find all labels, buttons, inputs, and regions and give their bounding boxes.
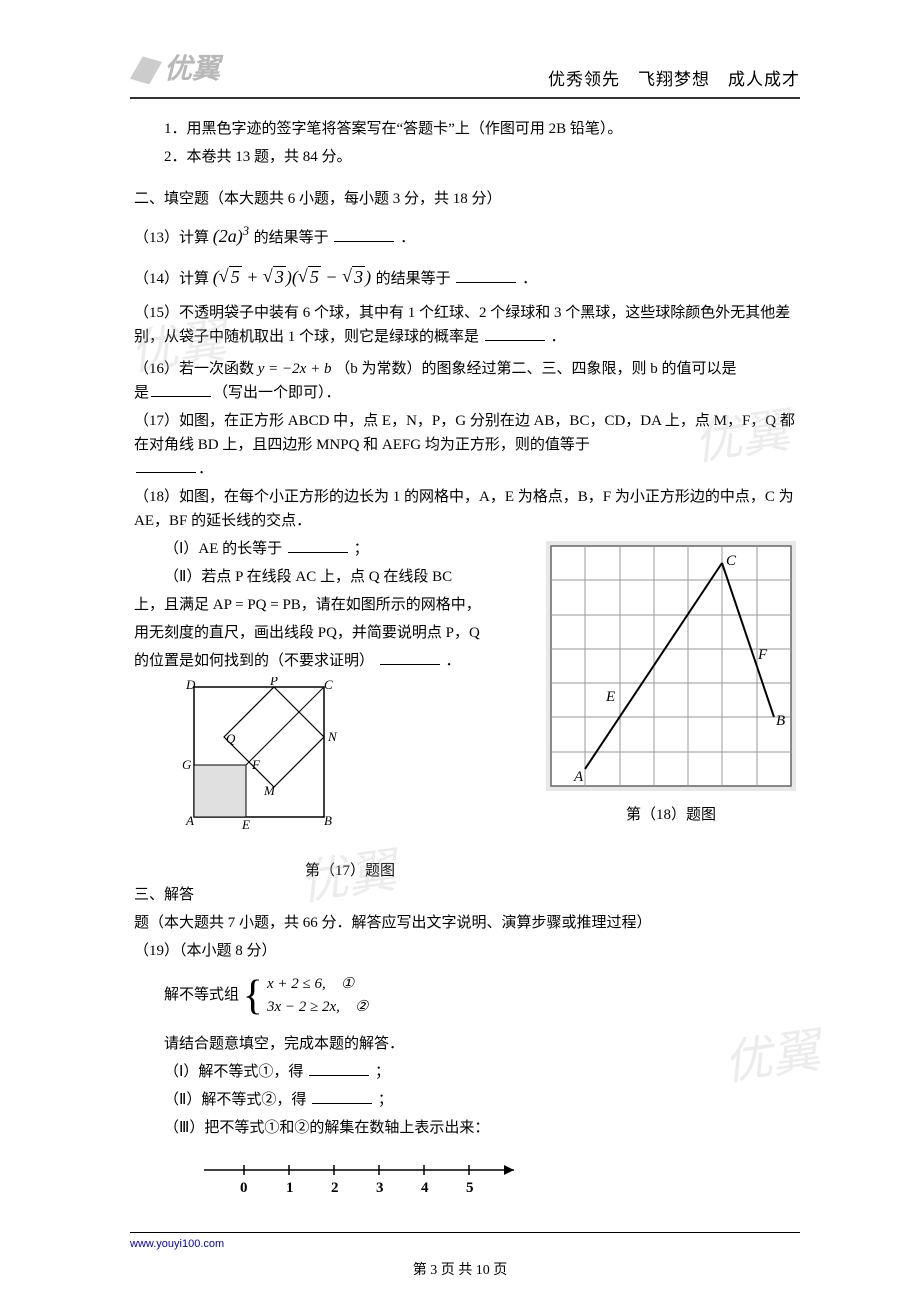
footer-url: www.youyi100.com (130, 1236, 800, 1254)
q15-blank (485, 326, 545, 341)
q19-instr: 请结合题意填空，完成本题的解答． (134, 1032, 796, 1056)
q19-ii: （Ⅱ）解不等式②，得 ； (134, 1088, 796, 1112)
q18-ii-blank (380, 650, 440, 665)
q19-head: （19）（本小题 8 分） (134, 939, 796, 963)
q13-pre: （13）计算 (134, 230, 209, 246)
logo-wing-icon (130, 56, 162, 84)
q19-i-blank (309, 1061, 369, 1076)
q18-ii-b: 上，且满足 AP = PQ = PB，请在如图所示的网格中， (134, 593, 526, 617)
q18-i: （Ⅰ）AE 的长等于 ； (134, 537, 526, 561)
figure-18-svg: A E C F B (546, 541, 796, 791)
footer: www.youyi100.com (130, 1232, 800, 1254)
svg-text:D: D (185, 677, 196, 692)
footer-divider (130, 1232, 800, 1233)
q17: （17）如图，在正方形 ABCD 中，点 E，N，P，G 分别在边 AB，BC，… (134, 409, 796, 481)
q18-ii-d: 的位置是如何找到的（不要求证明） ． (134, 649, 526, 673)
q14-blank (456, 268, 516, 283)
page-header: 优翼 优秀领先 飞翔梦想 成人成才 (130, 48, 800, 99)
instruction-1: 1．用黑色字迹的签字笔将答案写在“答题卡”上（作图可用 2B 铅笔）。 (134, 117, 796, 141)
q18-ii-a: （Ⅱ）若点 P 在线段 AC 上，点 Q 在线段 BC (134, 565, 526, 589)
q14: （14）计算 (5 + 3)(5 − 3) 的结果等于 ． (134, 263, 796, 292)
left-brace-icon: { (243, 975, 263, 1017)
svg-text:4: 4 (421, 1180, 429, 1196)
q17-blank (136, 458, 196, 473)
q18-ii-c: 用无刻度的直尺，画出线段 PQ，并简要说明点 P，Q (134, 621, 526, 645)
section-3-heading-b: 题（本大题共 7 小题，共 66 分．解答应写出文字说明、演算步骤或推理过程） (134, 911, 796, 935)
page-number: 第 3 页 共 10 页 (0, 1260, 920, 1282)
logo: 优翼 (130, 48, 220, 93)
svg-text:C: C (726, 553, 737, 569)
figure-17: A B C D E F G M N P Q 第（17）题图 (174, 677, 526, 883)
svg-text:M: M (263, 783, 276, 798)
svg-text:A: A (185, 813, 194, 828)
svg-text:N: N (327, 729, 338, 744)
svg-text:1: 1 (286, 1180, 294, 1196)
number-line: 0 1 2 3 4 5 (194, 1156, 796, 1208)
figure-18: A E C F B 第（18）题图 (546, 541, 796, 827)
q19-ii-blank (312, 1089, 372, 1104)
svg-text:0: 0 (240, 1180, 248, 1196)
q19-label: 解不等式组 (164, 987, 239, 1003)
q13-post: 的结果等于 (254, 230, 329, 246)
svg-text:G: G (182, 757, 192, 772)
header-motto: 优秀领先 飞翔梦想 成人成才 (548, 66, 800, 93)
section-2-heading: 二、填空题（本大题共 6 小题，每小题 3 分，共 18 分） (134, 187, 796, 211)
q13-blank (334, 227, 394, 242)
svg-text:E: E (241, 817, 250, 832)
svg-text:F: F (251, 757, 261, 772)
svg-text:C: C (324, 677, 333, 692)
svg-text:2: 2 (331, 1180, 339, 1196)
svg-text:Q: Q (226, 731, 236, 746)
svg-text:A: A (573, 769, 584, 785)
svg-text:B: B (324, 813, 332, 828)
q16-func: y = −2x + b (258, 361, 332, 377)
svg-text:5: 5 (466, 1180, 474, 1196)
logo-text: 优翼 (164, 48, 220, 93)
q14-pre: （14）计算 (134, 271, 209, 287)
q18-intro: （18）如图，在每个小正方形的边长为 1 的网格中，A，E 为格点，B，F 为小… (134, 485, 796, 533)
instruction-2: 2．本卷共 13 题，共 84 分。 (134, 145, 796, 169)
q16: （16）若一次函数 y = −2x + b （b 为常数）的图象经过第二、三、四… (134, 357, 796, 405)
q14-post: 的结果等于 (376, 271, 451, 287)
q19-system: 解不等式组 { x + 2 ≤ 6, ① 3x − 2 ≥ 2x, ② (134, 967, 796, 1024)
figure-17-svg: A B C D E F G M N P Q (174, 677, 344, 847)
q13: （13）计算 (2a)3 的结果等于 ． (134, 221, 796, 251)
svg-text:F: F (757, 647, 768, 663)
q14-expr: (5 + 3)(5 − 3) (213, 267, 376, 287)
figure-18-caption: 第（18）题图 (546, 803, 796, 827)
section-3-heading-a: 三、解答 (134, 883, 796, 907)
q18-i-blank (288, 538, 348, 553)
svg-text:E: E (605, 689, 615, 705)
svg-text:B: B (776, 713, 785, 729)
q16-blank (151, 382, 211, 397)
q19-i: （Ⅰ）解不等式①，得 ； (134, 1060, 796, 1084)
svg-text:P: P (269, 677, 278, 688)
q19-iii: （Ⅲ）把不等式①和②的解集在数轴上表示出来： (134, 1116, 796, 1140)
q15: （15）不透明袋子中装有 6 个球，其中有 1 个红球、2 个绿球和 3 个黑球… (134, 301, 796, 349)
q13-expr: (2a)3 (213, 226, 254, 246)
svg-text:3: 3 (376, 1180, 384, 1196)
content: 1．用黑色字迹的签字笔将答案写在“答题卡”上（作图可用 2B 铅笔）。 2．本卷… (130, 117, 800, 1209)
figure-17-caption: 第（17）题图 (174, 859, 526, 883)
